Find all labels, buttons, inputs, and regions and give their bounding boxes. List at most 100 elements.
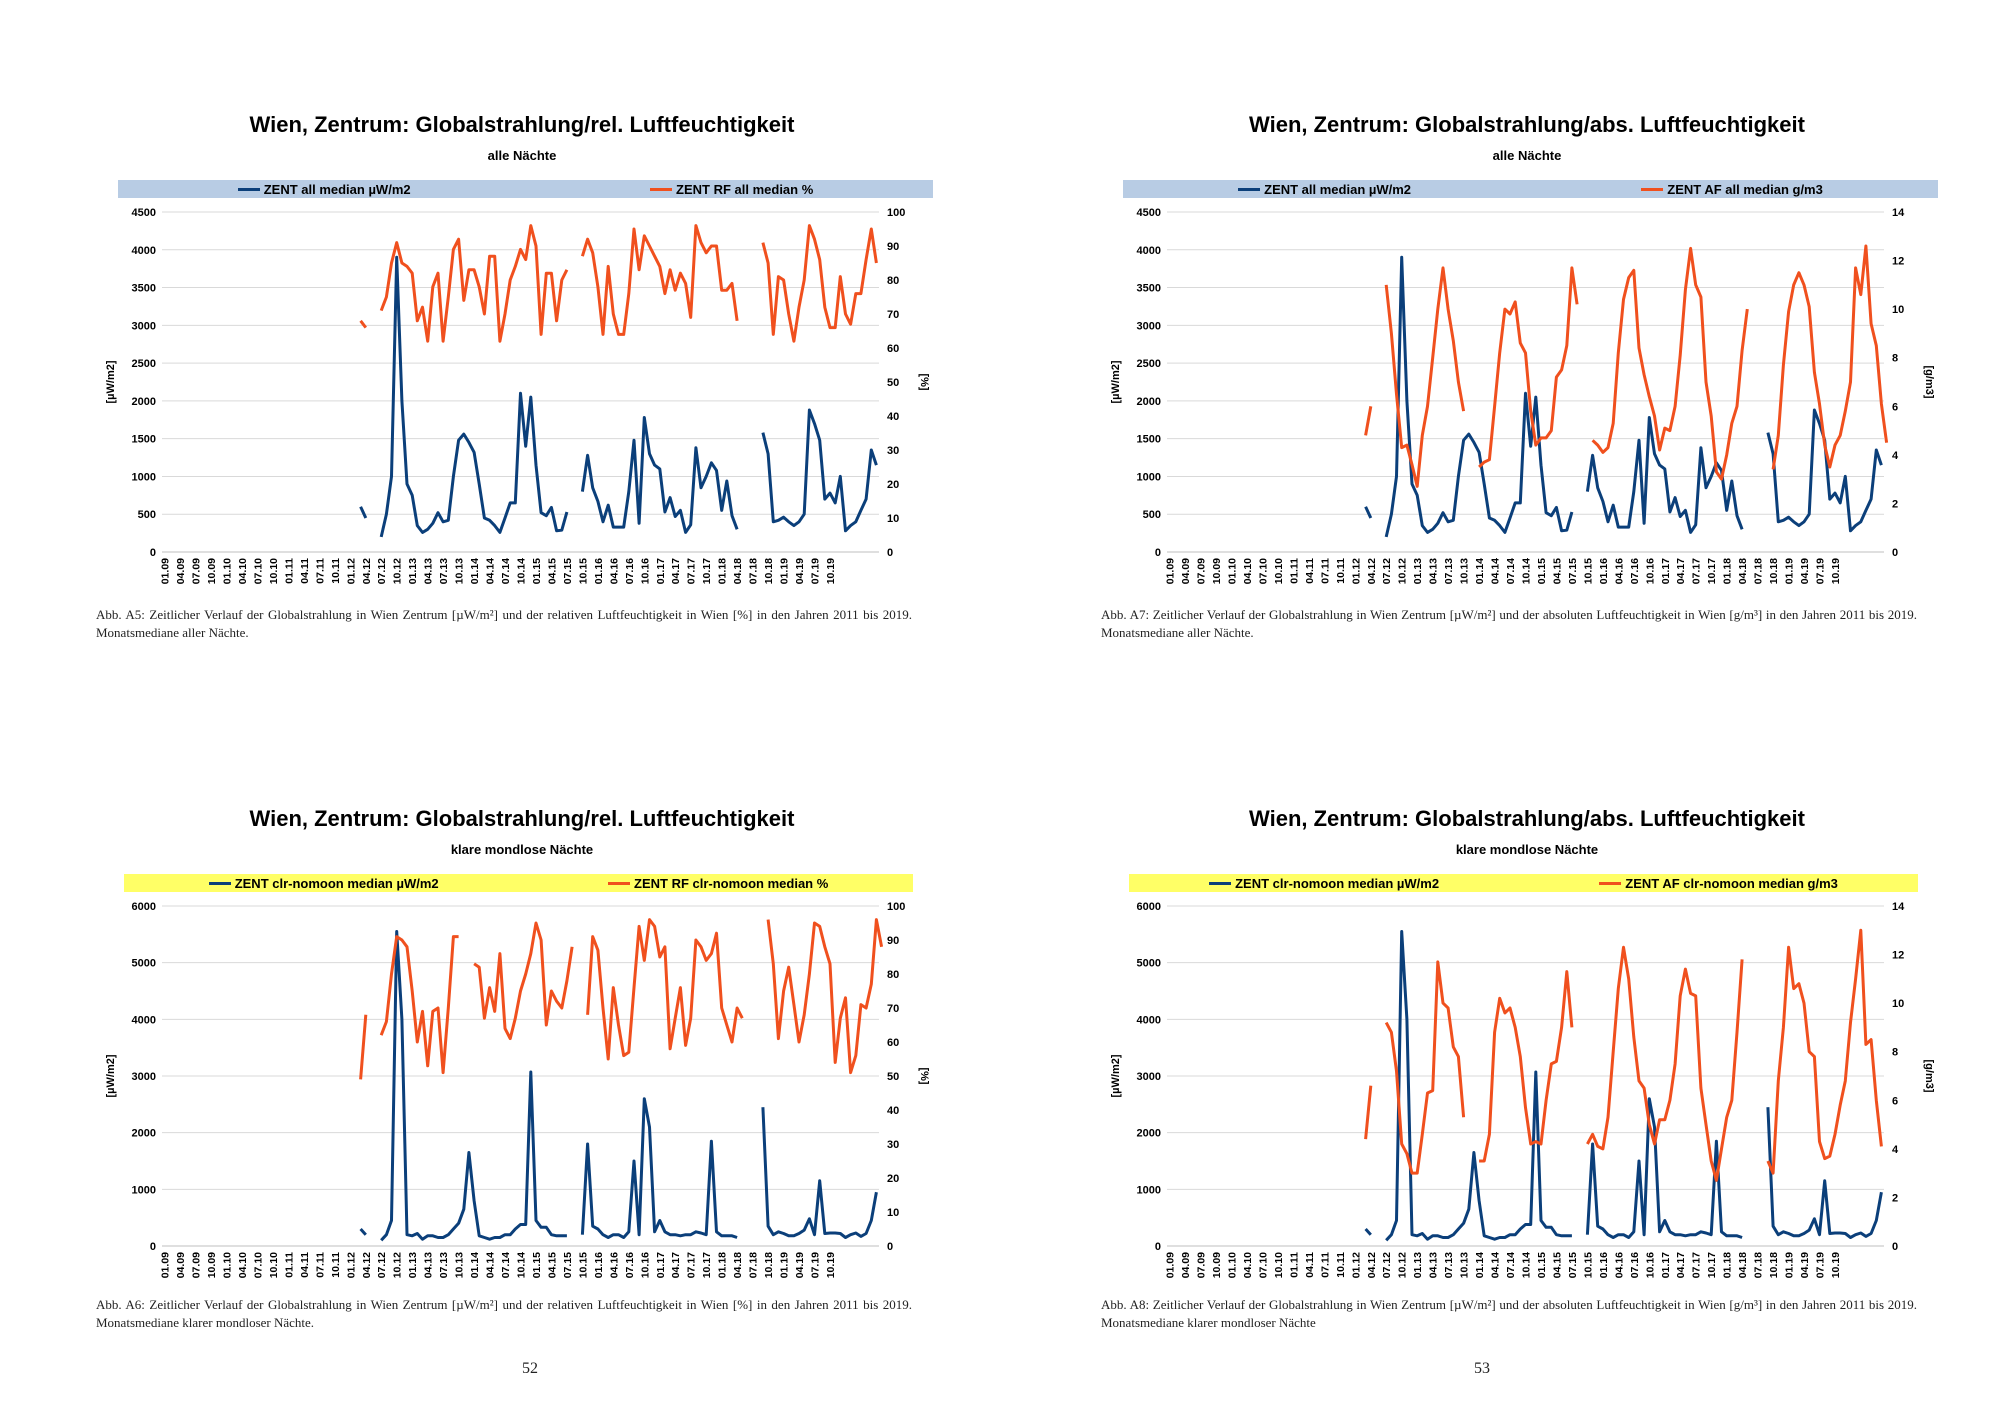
x-tick-label: 07.14 bbox=[1505, 1252, 1517, 1278]
y2-tick-label: 90 bbox=[887, 935, 899, 947]
y2-tick-label: 80 bbox=[887, 969, 899, 981]
series-line-blue bbox=[359, 1227, 367, 1236]
y2-tick-label: 0 bbox=[887, 1241, 893, 1253]
x-tick-label: 04.11 bbox=[299, 558, 311, 584]
x-tick-label: 04.09 bbox=[1180, 558, 1192, 584]
x-tick-label: 07.19 bbox=[810, 1252, 822, 1278]
x-tick-label: 01.15 bbox=[1536, 1252, 1548, 1278]
x-tick-label: 01.18 bbox=[1722, 1252, 1734, 1278]
y2-tick-label: 10 bbox=[887, 1207, 899, 1219]
x-tick-label: 01.09 bbox=[160, 1252, 172, 1278]
series-line-orange bbox=[379, 224, 569, 343]
x-tick-label: 10.11 bbox=[1335, 1252, 1347, 1278]
x-tick-label: 04.10 bbox=[237, 558, 249, 584]
chart-legend: ZENT clr-nomoon median µW/m2 ZENT RF clr-… bbox=[124, 874, 913, 892]
series-line-blue bbox=[379, 255, 569, 538]
y2-tick-label: 12 bbox=[1892, 256, 1904, 268]
x-tick-label: 04.10 bbox=[1242, 558, 1254, 584]
y2-tick-label: 12 bbox=[1892, 950, 1904, 962]
x-tick-label: 10.19 bbox=[1830, 558, 1842, 584]
y-tick-label: 0 bbox=[150, 547, 156, 559]
chart-a6: Wien, Zentrum: Globalstrahlung/rel. Luft… bbox=[92, 804, 952, 1278]
x-tick-label: 07.09 bbox=[191, 1252, 203, 1278]
y2-tick-label: 20 bbox=[887, 1173, 899, 1185]
x-tick-label: 07.10 bbox=[252, 558, 264, 584]
x-tick-label: 04.10 bbox=[1242, 1252, 1254, 1278]
y-tick-label: 2000 bbox=[132, 396, 156, 408]
x-tick-label: 04.17 bbox=[670, 1252, 682, 1278]
y-axis-label: [µW/m2] bbox=[1110, 360, 1122, 403]
x-tick-label: 10.09 bbox=[206, 1252, 218, 1278]
x-tick-label: 01.15 bbox=[1536, 558, 1548, 584]
x-tick-label: 01.12 bbox=[345, 1252, 357, 1278]
legend-item-orange: ZENT AF clr-nomoon median g/m3 bbox=[1599, 876, 1838, 891]
y-tick-label: 2000 bbox=[132, 1128, 156, 1140]
x-tick-label: 01.10 bbox=[221, 1252, 233, 1278]
chart-subtitle: alle Nächte bbox=[1492, 148, 1562, 163]
legend-label: ZENT AF clr-nomoon median g/m3 bbox=[1625, 875, 1838, 891]
x-tick-label: 10.12 bbox=[392, 1252, 404, 1278]
series-line-orange bbox=[359, 1014, 368, 1080]
x-tick-label: 07.19 bbox=[810, 558, 822, 584]
x-tick-label: 07.12 bbox=[376, 558, 388, 584]
x-tick-label: 10.15 bbox=[1582, 558, 1594, 584]
x-tick-label: 04.18 bbox=[732, 1252, 744, 1278]
series-line-blue bbox=[761, 408, 878, 533]
chart-title: Wien, Zentrum: Globalstrahlung/abs. Luft… bbox=[1249, 806, 1805, 831]
y-tick-label: 2500 bbox=[1137, 358, 1161, 370]
series-line-blue bbox=[1364, 506, 1373, 519]
x-tick-label: 01.09 bbox=[160, 558, 172, 584]
x-tick-label: 10.12 bbox=[392, 558, 404, 584]
x-tick-label: 10.17 bbox=[1706, 558, 1718, 584]
y-tick-label: 2500 bbox=[132, 358, 156, 370]
chart-plot-svg: 0 500 1000 1500 2000 2500 3000 3500 4000 4500 0 10 2… bbox=[105, 207, 930, 584]
series-line-blue bbox=[1585, 1097, 1743, 1239]
x-tick-label: 04.13 bbox=[1428, 1252, 1440, 1278]
x-tick-label: 01.16 bbox=[1598, 558, 1610, 584]
legend-label: ZENT RF clr-nomoon median % bbox=[634, 875, 829, 891]
chart-plot-svg: 0 1000 2000 3000 4000 5000 6000 0 10 20 30 40 50 60 70… bbox=[105, 901, 930, 1278]
chart-a8: Wien, Zentrum: Globalstrahlung/abs. Luft… bbox=[1097, 804, 1957, 1278]
y2-tick-label: 10 bbox=[1892, 304, 1904, 316]
y2-tick-label: 70 bbox=[887, 1003, 899, 1015]
y2-axis-label: [g/m3] bbox=[1923, 1060, 1935, 1093]
legend-swatch-blue bbox=[237, 187, 260, 191]
y-axis-label: [µW/m2] bbox=[1110, 1054, 1122, 1097]
legend-swatch-orange bbox=[1599, 881, 1622, 885]
x-tick-label: 07.10 bbox=[1257, 1252, 1269, 1278]
x-tick-label: 07.09 bbox=[191, 558, 203, 584]
x-tick-label: 07.19 bbox=[1815, 558, 1827, 584]
y-axis-label: [µW/m2] bbox=[105, 360, 117, 403]
x-tick-label: 04.17 bbox=[1675, 558, 1687, 584]
caption-a8: Abb. A8: Zeitlicher Verlauf der Globalst… bbox=[1101, 1297, 1917, 1330]
x-tick-label: 01.14 bbox=[469, 558, 481, 584]
series-line-orange bbox=[1364, 406, 1373, 436]
y2-tick-label: 60 bbox=[887, 1037, 899, 1049]
y-tick-label: 3000 bbox=[132, 1071, 156, 1083]
x-tick-label: 10.10 bbox=[1273, 1252, 1285, 1278]
series-line-orange bbox=[1771, 244, 1889, 470]
x-tick-label: 04.19 bbox=[1799, 1252, 1811, 1278]
x-tick-label: 07.15 bbox=[562, 558, 574, 584]
legend-item-blue: ZENT clr-nomoon median µW/m2 bbox=[1209, 876, 1439, 891]
series-line-orange bbox=[1384, 960, 1466, 1175]
y-tick-label: 1500 bbox=[1137, 434, 1161, 446]
y2-tick-label: 0 bbox=[1892, 1241, 1898, 1253]
x-tick-label: 10.19 bbox=[825, 1252, 837, 1278]
x-tick-label: 07.13 bbox=[438, 558, 450, 584]
x-tick-label: 10.16 bbox=[639, 558, 651, 584]
x-tick-label: 04.18 bbox=[732, 558, 744, 584]
chart-a5: Wien, Zentrum: Globalstrahlung/rel. Luft… bbox=[92, 110, 952, 584]
x-tick-label: 07.19 bbox=[1815, 1252, 1827, 1278]
x-tick-label: 01.14 bbox=[469, 1252, 481, 1278]
x-tick-label: 04.13 bbox=[423, 558, 435, 584]
chart-title: Wien, Zentrum: Globalstrahlung/rel. Luft… bbox=[249, 806, 795, 831]
x-tick-label: 07.15 bbox=[1567, 1252, 1579, 1278]
y2-tick-label: 30 bbox=[887, 1139, 899, 1151]
y-tick-label: 3500 bbox=[1137, 283, 1161, 295]
x-tick-label: 07.16 bbox=[1629, 558, 1641, 584]
chart-plot-svg: 0 500 1000 1500 2000 2500 3000 3500 4000 4500 0 2 4 6… bbox=[1110, 207, 1935, 584]
y-tick-label: 1500 bbox=[132, 434, 156, 446]
legend-label: ZENT all median µW/m2 bbox=[1264, 181, 1412, 197]
x-tick-label: 04.12 bbox=[1366, 1252, 1378, 1278]
